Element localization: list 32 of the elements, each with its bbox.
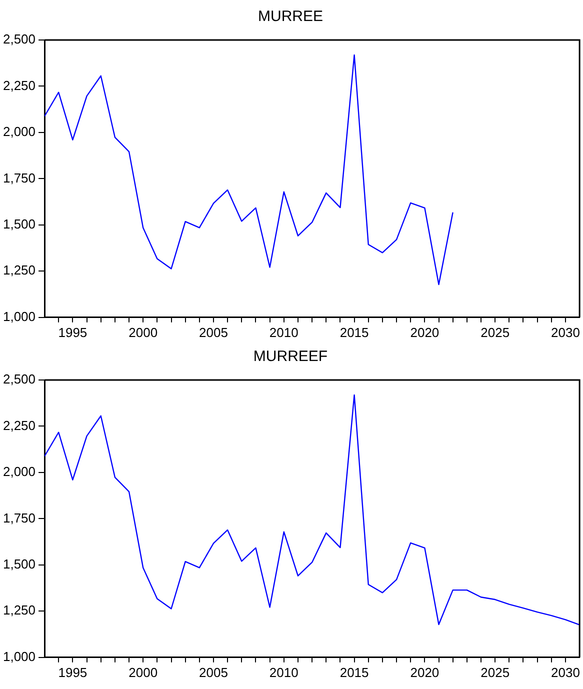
y-tick-label: 2,250 [2, 418, 36, 433]
x-tick-label: 2010 [269, 664, 298, 680]
y-tick-label: 1,250 [2, 262, 36, 278]
y-tick-label: 1,000 [2, 648, 36, 664]
x-tick-label: 1995 [58, 664, 88, 680]
x-tick-label: 2030 [551, 324, 580, 340]
y-tick-label: 2,000 [2, 464, 36, 480]
x-tick-label: 2005 [199, 664, 228, 680]
y-tick-label: 2,000 [2, 124, 36, 140]
chart-title: MURREEF [253, 348, 328, 366]
y-tick-label: 2,500 [2, 32, 36, 47]
y-tick-label: 1,250 [2, 602, 36, 618]
y-tick-label: 2,250 [2, 78, 36, 93]
x-tick-label: 1995 [58, 324, 88, 340]
x-tick-label: 2000 [128, 664, 158, 680]
x-tick-label: 2025 [480, 324, 510, 340]
x-tick-label: 2015 [340, 664, 369, 680]
y-tick-label: 1,500 [2, 216, 36, 232]
chart-title: MURREE [258, 8, 324, 26]
x-tick-label: 2020 [410, 324, 440, 340]
y-tick-label: 1,000 [2, 308, 36, 324]
x-tick-label: 2025 [480, 664, 510, 680]
x-tick-label: 2030 [551, 664, 580, 680]
x-tick-label: 2005 [199, 324, 228, 340]
x-tick-label: 2010 [269, 324, 298, 340]
y-tick-label: 2,500 [2, 372, 36, 387]
x-tick-label: 2000 [128, 324, 158, 340]
y-tick-label: 1,750 [2, 170, 36, 186]
x-tick-label: 2020 [410, 664, 440, 680]
x-tick-label: 2015 [340, 324, 369, 340]
y-tick-label: 1,500 [2, 556, 36, 572]
y-tick-label: 1,750 [2, 510, 36, 526]
